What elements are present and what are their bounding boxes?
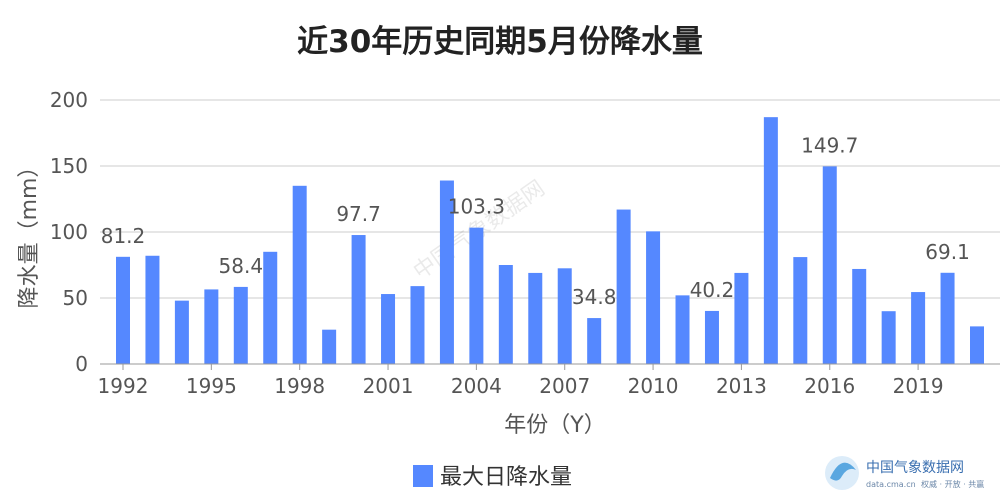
- logo-swirl-icon: [830, 462, 856, 481]
- x-tick-label: 2007: [539, 374, 590, 398]
- logo-url: data.cma.cn: [866, 480, 916, 489]
- bar-2018: [881, 311, 896, 364]
- data-label-2004: 103.3: [448, 195, 505, 219]
- bar-2019: [911, 292, 926, 364]
- logo-slogan: 权威 · 开放 · 共赢: [921, 479, 984, 489]
- data-label-2016: 149.7: [801, 133, 858, 157]
- bar-2007: [557, 268, 572, 364]
- grid-lines: [100, 99, 1000, 299]
- bar-2001: [381, 294, 396, 364]
- bar-1999: [322, 329, 337, 364]
- legend: 最大日降水量: [413, 465, 572, 490]
- y-tick-label: 150: [50, 154, 88, 178]
- x-axis-ticks: 1992 1995 1998 2001 2004 2007 2010 2013 2016 2019: [98, 364, 944, 398]
- x-axis-label: 年份（Y）: [504, 413, 605, 438]
- bar-2009: [616, 209, 631, 364]
- bar-1992: [116, 256, 130, 364]
- bar-2015: [793, 257, 808, 364]
- bars: [116, 117, 984, 364]
- x-tick-label: 1998: [274, 374, 325, 398]
- bar-1995: [204, 289, 219, 364]
- data-label-2012: 40.2: [690, 278, 735, 302]
- data-label-2020: 69.1: [925, 240, 970, 264]
- y-axis-ticks: 0 50 100 150 200: [50, 88, 88, 376]
- data-labels: 81.2 58.4 97.7 103.3 34.8 40.2 149.7 69.1: [101, 133, 970, 309]
- bar-1997: [263, 251, 278, 364]
- bar-2006: [528, 272, 543, 364]
- x-tick-label: 2013: [716, 374, 767, 398]
- bar-2003: [439, 180, 454, 364]
- y-tick-label: 50: [63, 286, 88, 310]
- bar-2017: [852, 268, 867, 364]
- y-tick-label: 0: [75, 352, 88, 376]
- bar-2011: [675, 295, 690, 364]
- bar-2008: [587, 318, 602, 364]
- x-tick-label: 2019: [893, 374, 944, 398]
- bar-2016: [822, 166, 837, 364]
- x-tick-label: 2016: [804, 374, 855, 398]
- bar-1993: [145, 255, 160, 364]
- bar-2021: [970, 326, 984, 364]
- cma-logo: 中国气象数据网 data.cma.cn 权威 · 开放 · 共赢: [825, 456, 984, 490]
- x-tick-label: 1995: [186, 374, 237, 398]
- logo-name: 中国气象数据网: [866, 460, 964, 476]
- x-tick-label: 2010: [628, 374, 679, 398]
- bar-2013: [734, 272, 749, 364]
- x-tick-label: 1992: [98, 374, 149, 398]
- bar-1996: [233, 286, 248, 364]
- bar-2014: [763, 117, 778, 364]
- bar-1994: [174, 300, 189, 364]
- bar-2020: [940, 272, 955, 364]
- bar-2000: [351, 235, 366, 364]
- y-axis-label: 降水量（mm）: [17, 156, 42, 309]
- y-tick-label: 100: [50, 220, 88, 244]
- chart-title: 近30年历史同期5月份降水量: [297, 24, 703, 60]
- bar-2012: [704, 310, 719, 364]
- data-label-1996: 58.4: [219, 254, 264, 278]
- x-tick-label: 2001: [363, 374, 414, 398]
- x-tick-label: 2004: [451, 374, 502, 398]
- bar-1998: [292, 185, 307, 364]
- bar-2002: [410, 286, 425, 364]
- bar-2010: [646, 231, 661, 364]
- legend-label: 最大日降水量: [440, 465, 572, 490]
- bar-2004: [469, 227, 484, 364]
- legend-swatch: [413, 465, 433, 487]
- y-tick-label: 200: [50, 88, 88, 112]
- data-label-2008: 34.8: [572, 285, 617, 309]
- bar-2005: [498, 265, 513, 364]
- data-label-2000: 97.7: [336, 202, 381, 226]
- data-label-1992: 81.2: [101, 224, 146, 248]
